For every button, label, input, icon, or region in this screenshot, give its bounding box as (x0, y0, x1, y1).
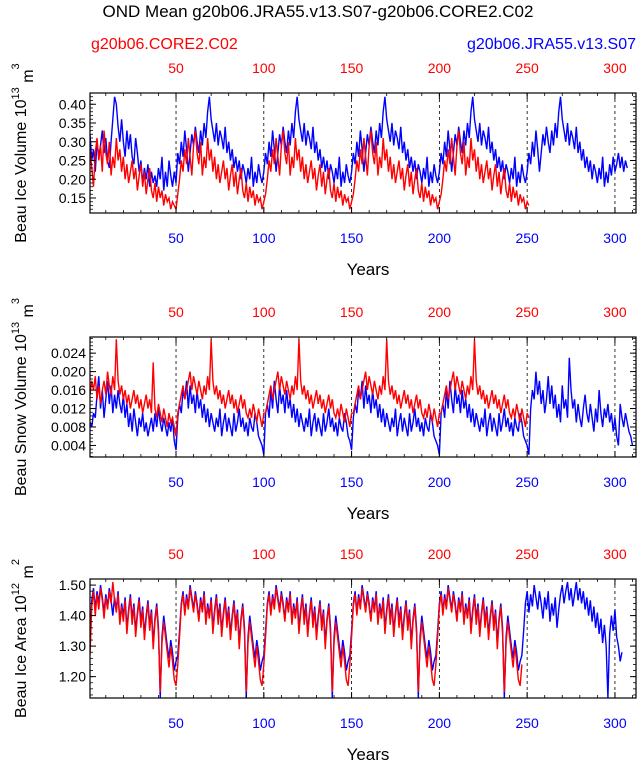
x-tick-label-bottom: 250 (515, 474, 539, 490)
y-axis-label: Beau Snow Volume 1013 m3 (10, 298, 37, 496)
x-tick-label-bottom: 100 (252, 230, 276, 246)
figure-title: OND Mean g20b06.JRA55.v13.S07-g20b06.COR… (103, 2, 534, 21)
y-tick-label: 0.15 (59, 190, 86, 206)
plot-frame (89, 336, 637, 458)
y-tick-label: 1.30 (59, 638, 86, 654)
x-tick-label-top: 200 (428, 546, 452, 562)
x-tick-label-bottom: 300 (603, 715, 627, 731)
x-tick-label-top: 150 (340, 304, 364, 320)
chart-panel-ice-volume: 0.15 0.20 0.25 0.30 0.35 0.40 50 100 150 200 250 30… (10, 60, 637, 279)
y-tick-label: 1.50 (59, 577, 86, 593)
x-tick-label-bottom: 50 (168, 474, 184, 490)
x-axis-label: Years (347, 260, 390, 279)
y-tick-label: 1.20 (59, 669, 86, 685)
series-line-jra55 (90, 96, 628, 191)
x-axis-label: Years (347, 504, 390, 523)
series-line-core2 (90, 130, 530, 212)
y-tick-label: 0.25 (59, 153, 86, 169)
x-axis-label: Years (347, 745, 390, 762)
x-tick-label-top: 250 (515, 60, 539, 76)
x-tick-label-bottom: 100 (252, 715, 276, 731)
x-tick-label-bottom: 150 (340, 230, 364, 246)
y-axis-label: Beau Ice Area 1012 m2 (10, 559, 37, 718)
series-line-core2 (90, 339, 530, 437)
x-tick-label-top: 100 (252, 546, 276, 562)
x-tick-label-top: 100 (252, 304, 276, 320)
x-tick-label-top: 250 (515, 546, 539, 562)
x-tick-label-bottom: 150 (340, 715, 364, 731)
x-tick-label-top: 150 (340, 546, 364, 562)
x-tick-label-bottom: 250 (515, 230, 539, 246)
x-tick-label-top: 250 (515, 304, 539, 320)
y-tick-label: 0.008 (51, 419, 86, 435)
series-line-core2 (90, 581, 523, 692)
legend-jra55-label: g20b06.JRA55.v13.S07 (467, 36, 636, 53)
x-tick-label-top: 300 (603, 60, 627, 76)
x-tick-label-bottom: 200 (428, 474, 452, 490)
y-axis-label: Beau Ice Volume 1013 m3 (10, 63, 37, 242)
y-tick-label: 0.004 (51, 437, 86, 453)
legend-core2-label: g20b06.CORE2.C02 (91, 36, 238, 53)
plot-frame (89, 578, 637, 699)
y-tick-label: 1.40 (59, 608, 86, 624)
y-tick-label: 0.20 (59, 171, 86, 187)
series-line-jra55 (90, 357, 634, 455)
x-tick-label-bottom: 100 (252, 474, 276, 490)
y-tick-label: 0.30 (59, 134, 86, 150)
x-tick-label-top: 200 (428, 304, 452, 320)
x-tick-label-bottom: 250 (515, 715, 539, 731)
chart-panel-ice-area: 1.20 1.30 1.40 1.50 50 100 150 200 250 300 50 100 15… (10, 546, 637, 762)
y-tick-label: 0.016 (51, 382, 86, 398)
y-tick-label: 0.020 (51, 364, 86, 380)
x-tick-label-top: 50 (168, 546, 184, 562)
x-tick-label-top: 300 (603, 546, 627, 562)
y-tick-label: 0.012 (51, 401, 86, 417)
x-tick-label-top: 150 (340, 60, 364, 76)
x-tick-label-top: 100 (252, 60, 276, 76)
x-tick-label-top: 200 (428, 60, 452, 76)
x-tick-label-top: 50 (168, 60, 184, 76)
x-tick-label-bottom: 300 (603, 474, 627, 490)
x-tick-label-bottom: 50 (168, 715, 184, 731)
x-tick-label-bottom: 200 (428, 715, 452, 731)
x-tick-label-top: 50 (168, 304, 184, 320)
y-tick-label: 0.40 (59, 96, 86, 112)
x-tick-label-bottom: 300 (603, 230, 627, 246)
chart-panel-snow-volume: 0.004 0.008 0.012 0.016 0.020 0.024 50 100 150 20… (10, 298, 637, 523)
x-tick-label-bottom: 150 (340, 474, 364, 490)
x-tick-label-top: 300 (603, 304, 627, 320)
x-tick-label-bottom: 200 (428, 230, 452, 246)
y-tick-label: 0.35 (59, 115, 86, 131)
x-tick-label-bottom: 50 (168, 230, 184, 246)
y-tick-label: 0.024 (51, 345, 86, 361)
